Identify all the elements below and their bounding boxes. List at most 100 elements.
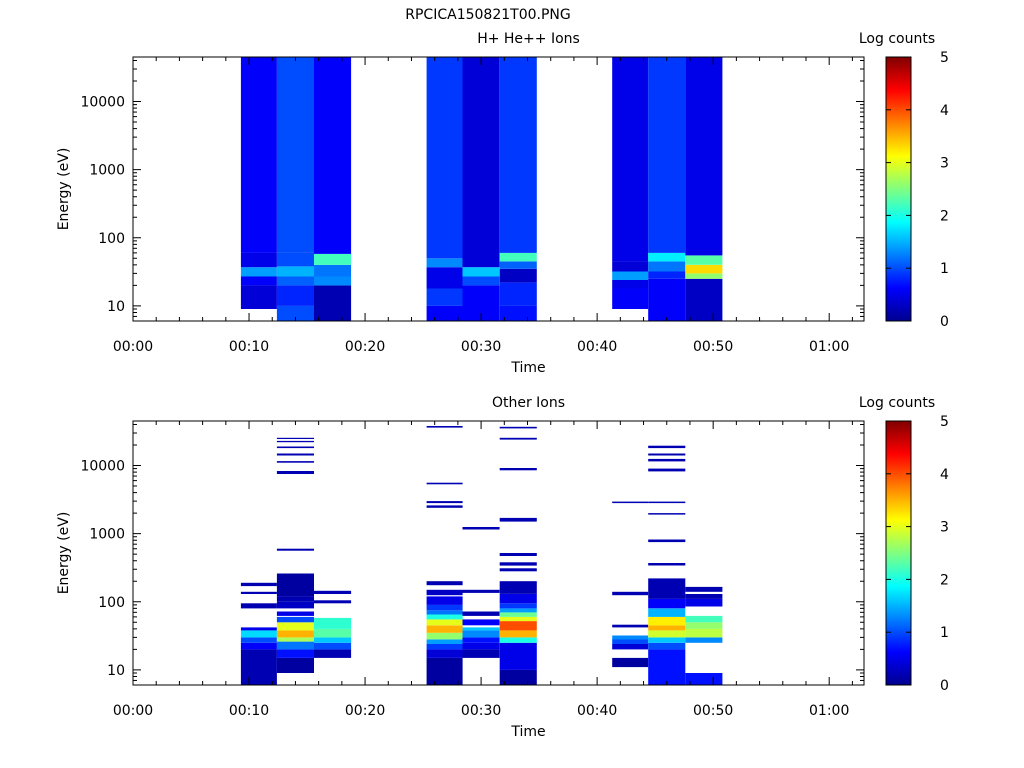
colorbar xyxy=(885,420,912,686)
heatmap-cell xyxy=(462,611,500,616)
heatmap-cell xyxy=(240,57,277,253)
heatmap-cell xyxy=(612,624,649,628)
heatmap-cell xyxy=(685,615,723,623)
y-tick-label: 100 xyxy=(98,231,125,247)
heatmap-cell xyxy=(499,517,537,522)
heatmap-cell xyxy=(240,649,277,685)
heatmap-cell xyxy=(276,276,314,286)
heatmap-cell xyxy=(276,252,314,267)
heatmap-cell xyxy=(685,264,723,274)
heatmap-cell xyxy=(612,280,649,289)
heatmap-cell xyxy=(499,468,537,471)
heatmap-cell xyxy=(426,649,463,658)
heatmap-cell xyxy=(240,591,277,594)
heatmap-cell xyxy=(499,437,537,440)
heatmap-cell xyxy=(648,513,686,515)
heatmap-cell xyxy=(499,621,537,631)
colorbar-tick-label: 1 xyxy=(940,261,949,277)
heatmap-cell xyxy=(276,437,314,439)
heatmap-cell xyxy=(276,637,314,642)
x-tick-label: 00:30 xyxy=(461,703,501,719)
heatmap-cell xyxy=(648,598,686,609)
heatmap-cell xyxy=(499,669,537,685)
heatmap-cell xyxy=(240,267,277,277)
heatmap-cell xyxy=(648,445,686,449)
heatmap-cell xyxy=(499,630,537,638)
heatmap-cell xyxy=(276,471,314,474)
heatmap-cell xyxy=(685,586,723,592)
heatmap-cell xyxy=(462,527,500,530)
colorbar-tick-label: 5 xyxy=(940,50,949,66)
heatmap-cell xyxy=(648,642,686,650)
colorbar-tick-label: 2 xyxy=(940,572,949,588)
heatmap-cell xyxy=(314,285,352,321)
heatmap-cell xyxy=(276,305,314,321)
heatmap-cell xyxy=(314,628,352,638)
heatmap-cell xyxy=(499,426,537,429)
heatmap-cell xyxy=(685,278,723,321)
colorbar-tick-label: 4 xyxy=(940,103,949,119)
heatmap-cell xyxy=(499,637,537,643)
heatmap-cell xyxy=(240,582,277,587)
heatmap-cell xyxy=(314,590,352,594)
heatmap-cell xyxy=(240,627,277,631)
x-tick-label: 00:00 xyxy=(113,703,153,719)
heatmap-cell xyxy=(648,608,686,617)
heatmap-cell xyxy=(426,604,463,611)
y-axis-label: Energy (eV) xyxy=(56,512,72,595)
heatmap-cell xyxy=(499,594,537,604)
heatmap-cell xyxy=(648,649,686,685)
heatmap-cell xyxy=(612,644,649,650)
heatmap-cell xyxy=(276,622,314,631)
heatmap-cell xyxy=(426,657,463,685)
plot-frame xyxy=(132,56,865,322)
x-tick-label: 00:50 xyxy=(693,339,733,355)
x-tick-label: 00:40 xyxy=(577,339,617,355)
heatmap-cell xyxy=(648,563,686,566)
heatmap-cell xyxy=(462,637,500,643)
heatmap-cell xyxy=(426,288,463,306)
x-tick-label: 00:10 xyxy=(229,703,269,719)
heatmap-cell xyxy=(276,548,314,551)
heatmap-cell xyxy=(426,644,463,650)
colorbar-label: Log counts xyxy=(859,31,935,47)
colorbar xyxy=(885,56,912,322)
x-tick-label: 00:20 xyxy=(345,703,385,719)
heatmap-cell xyxy=(462,619,500,626)
colorbar-tick-label: 3 xyxy=(940,156,949,172)
heatmap-cell xyxy=(240,630,277,638)
heatmap-cell xyxy=(240,252,277,268)
heatmap-cell xyxy=(276,630,314,638)
heatmap-cell xyxy=(426,501,463,504)
y-tick-label: 10 xyxy=(107,663,125,679)
plot-frame xyxy=(132,420,865,686)
heatmap-cell xyxy=(462,627,500,631)
heatmap-cell xyxy=(426,614,463,620)
heatmap-cell xyxy=(426,625,463,633)
heatmap-cell xyxy=(499,305,537,321)
colorbar-tick-label: 2 xyxy=(940,208,949,224)
heatmap-cell xyxy=(499,252,537,262)
y-tick-label: 1000 xyxy=(89,163,125,179)
x-tick-label: 01:00 xyxy=(809,339,849,355)
heatmap-cell xyxy=(462,589,500,593)
heatmap-cell xyxy=(612,591,649,596)
heatmap-cell xyxy=(685,57,723,256)
heatmap-cell xyxy=(426,305,463,321)
heatmap-cell xyxy=(685,594,723,599)
heatmap-cell xyxy=(499,616,537,622)
heatmap-cell xyxy=(499,642,537,670)
heatmap-cell xyxy=(314,649,352,658)
heatmap-cell xyxy=(648,501,686,504)
heatmap-cell xyxy=(426,632,463,640)
heatmap-cell xyxy=(426,505,463,508)
x-tick-label: 01:00 xyxy=(809,703,849,719)
panel-title: Other Ions xyxy=(492,395,565,411)
heatmap-cell xyxy=(499,603,537,609)
heatmap-cell xyxy=(276,266,314,277)
heatmap-cell xyxy=(499,612,537,617)
heatmap-cell xyxy=(685,637,723,643)
